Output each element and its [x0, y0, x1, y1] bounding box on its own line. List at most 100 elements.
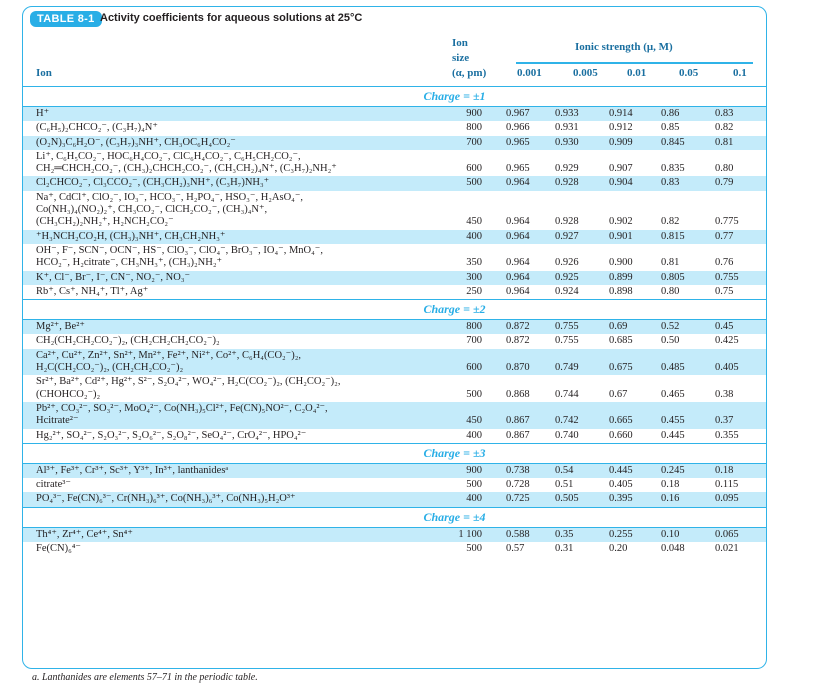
header-ion-size: Ion size (α, pm) [452, 36, 486, 81]
ion-line: K⁺, Cl⁻, Br⁻, I⁻, CN⁻, NO₂⁻, NO₃⁻ [36, 271, 191, 283]
activity-coefficient-cell: 0.964 [506, 271, 530, 283]
ion-line: Rb⁺, Cs⁺, NH₄⁺, Tl⁺, Ag⁺ [36, 285, 149, 297]
table-row: Na⁺, CdCl⁺, ClO₂⁻, IO₃⁻, HCO₃⁻, H₂PO₄⁻, … [23, 191, 766, 230]
ion-cell: citrate³⁻ [23, 479, 436, 491]
activity-coefficient-cell: 0.899 [609, 271, 633, 283]
ion-line: Co(NH₃)₄(NO₂)₂⁺, CH₃CO₂⁻, ClCH₂CO₂⁻, (CH… [36, 204, 268, 216]
ion-cell: CH₂(CH₂CH₂CO₂⁻)₂, (CH₂CH₂CH₂CO₂⁻)₂ [23, 335, 436, 347]
activity-coefficient-cell: 0.815 [661, 230, 685, 242]
activity-coefficient-cell: 0.902 [609, 216, 633, 228]
ion-line: (O₂N)₃C₆H₂O⁻, (C₃H₇)₃NH⁺, CH₃OC₆H₄CO₂⁻ [36, 136, 236, 148]
activity-coefficient-cell: 0.80 [715, 163, 734, 175]
header-ion-size-line: size [452, 52, 470, 64]
header-ion: Ion [36, 67, 52, 79]
activity-coefficient-cell: 0.115 [715, 479, 739, 491]
ion-cell: Al³⁺, Fe³⁺, Cr³⁺, Sc³⁺, Y³⁺, In³⁺, lanth… [23, 465, 436, 477]
ion-cell: PO₄³⁻, Fe(CN)₆³⁻, Cr(NH₃)₆³⁺, Co(NH₃)₆³⁺… [23, 493, 436, 505]
ion-size-cell: 1 100 [458, 528, 482, 540]
activity-coefficient-cell: 0.51 [555, 479, 574, 491]
ion-size-cell: 400 [466, 429, 482, 441]
charge-heading: Charge = ±4 [23, 506, 766, 528]
activity-coefficient-cell: 0.835 [661, 163, 685, 175]
ion-line: H⁺ [36, 108, 50, 119]
activity-coefficient-cell: 0.845 [661, 136, 685, 148]
activity-coefficient-cell: 0.900 [609, 257, 633, 269]
ion-line: Th⁴⁺, Zr⁴⁺, Ce⁴⁺, Sn⁴⁺ [36, 528, 133, 540]
table-row: Li⁺, C₆H₅CO₂⁻, HOC₆H₄CO₂⁻, ClC₆H₄CO₂⁻, C… [23, 150, 766, 177]
ion-size-cell: 450 [466, 415, 482, 427]
table-row: (O₂N)₃C₆H₂O⁻, (C₃H₇)₃NH⁺, CH₃OC₆H₄CO₂⁻ 70… [23, 135, 766, 150]
table-row: Rb⁺, Cs⁺, NH₄⁺, Tl⁺, Ag⁺ 250 0.964 0.924 0.8… [23, 285, 766, 299]
activity-coefficient-cell: 0.872 [506, 321, 530, 333]
header-divider [516, 62, 753, 64]
table-frame [22, 6, 767, 669]
ion-cell: Mg²⁺, Be²⁺ [23, 321, 436, 333]
activity-coefficient-cell: 0.77 [715, 230, 734, 242]
ion-cell: OH⁻, F⁻, SCN⁻, OCN⁻, HS⁻, ClO₃⁻, ClO₄⁻, … [23, 245, 436, 270]
activity-coefficient-cell: 0.75 [715, 285, 734, 297]
table-row: Fe(CN)₆⁴⁻ 500 0.57 0.31 0.20 0.048 0.021 [23, 542, 766, 556]
ion-line: Sr²⁺, Ba²⁺, Cd²⁺, Hg²⁺, S²⁻, S₂O₄²⁻, WO₄… [36, 376, 341, 388]
activity-coefficient-cell: 0.872 [506, 335, 530, 347]
activity-coefficient-cell: 0.909 [609, 136, 633, 148]
table-row: Cl₂CHCO₂⁻, Cl₃CCO₂⁻, (CH₃CH₂)₃NH⁺, (C₃H₇… [23, 176, 766, 191]
ion-size-cell: 500 [466, 177, 482, 189]
ion-line: (C₆H₅)₂CHCO₂⁻, (C₃H₇)₄N⁺ [36, 122, 158, 134]
activity-coefficient-cell: 0.675 [609, 362, 633, 374]
activity-coefficient-cell: 0.928 [555, 216, 579, 228]
header-ionic-strength: Ionic strength (μ, M) [575, 41, 673, 53]
ion-size-cell: 300 [466, 271, 482, 283]
ion-size-cell: 600 [466, 362, 482, 374]
ion-line: H₂C(CH₂CO₂⁻)₂, (CH₂CH₂CO₂⁻)₂ [36, 362, 184, 374]
ion-line: Mg²⁺, Be²⁺ [36, 321, 85, 333]
activity-coefficient-cell: 0.86 [661, 108, 680, 119]
table-row: Hg₂²⁺, SO₄²⁻, S₂O₃²⁻, S₂O₆²⁻, S₂O₈²⁻, Se… [23, 429, 766, 443]
activity-coefficient-cell: 0.665 [609, 415, 633, 427]
ion-line: Ca²⁺, Cu²⁺, Zn²⁺, Sn²⁺, Mn²⁺, Fe²⁺, Ni²⁺… [36, 349, 302, 361]
activity-coefficient-cell: 0.20 [609, 543, 628, 555]
header-strength-005: 0.05 [679, 67, 699, 79]
ion-size-cell: 900 [466, 108, 482, 119]
activity-coefficient-cell: 0.755 [555, 321, 579, 333]
table-row: Pb²⁺, CO₃²⁻, SO₃²⁻, MoO₄²⁻, Co(NH₃)₅Cl²⁺… [23, 401, 766, 429]
ion-line: OH⁻, F⁻, SCN⁻, OCN⁻, HS⁻, ClO₃⁻, ClO₄⁻, … [36, 244, 323, 256]
activity-coefficient-cell: 0.52 [661, 321, 680, 333]
activity-coefficient-cell: 0.927 [555, 230, 579, 242]
activity-coefficient-cell: 0.455 [661, 415, 685, 427]
ion-cell: H⁺ [23, 108, 436, 120]
ion-cell: (O₂N)₃C₆H₂O⁻, (C₃H₇)₃NH⁺, CH₃OC₆H₄CO₂⁻ [23, 137, 436, 149]
ion-size-cell: 700 [466, 136, 482, 148]
ion-size-cell: 800 [466, 321, 482, 333]
ion-cell: Hg₂²⁺, SO₄²⁻, S₂O₃²⁻, S₂O₆²⁻, S₂O₈²⁻, Se… [23, 430, 436, 442]
activity-coefficient-cell: 0.924 [555, 285, 579, 297]
activity-coefficient-cell: 0.931 [555, 122, 579, 134]
activity-coefficient-cell: 0.79 [715, 177, 734, 189]
activity-coefficient-cell: 0.966 [506, 122, 530, 134]
footnote: a. Lanthanides are elements 57–71 in the… [32, 672, 258, 683]
activity-coefficient-cell: 0.405 [609, 479, 633, 491]
activity-coefficient-cell: 0.54 [555, 464, 574, 476]
activity-coefficient-cell: 0.867 [506, 429, 530, 441]
ion-cell: Cl₂CHCO₂⁻, Cl₃CCO₂⁻, (CH₃CH₂)₃NH⁺, (C₃H₇… [23, 177, 436, 189]
activity-coefficient-cell: 0.929 [555, 163, 579, 175]
table-row: PO₄³⁻, Fe(CN)₆³⁻, Cr(NH₃)₆³⁺, Co(NH₃)₆³⁺… [23, 492, 766, 507]
activity-coefficient-cell: 0.964 [506, 257, 530, 269]
ion-line: ⁺H₃NCH₂CO₂H, (CH₃)₃NH⁺, CH₃CH₂NH₃⁺ [36, 230, 226, 242]
activity-coefficient-cell: 0.16 [661, 493, 680, 505]
table-row: citrate³⁻ 500 0.728 0.51 0.405 0.18 0.115 [23, 478, 766, 492]
activity-coefficient-cell: 0.685 [609, 335, 633, 347]
ion-cell: Sr²⁺, Ba²⁺, Cd²⁺, Hg²⁺, S²⁻, S₂O₄²⁻, WO₄… [23, 376, 436, 401]
activity-coefficient-cell: 0.907 [609, 163, 633, 175]
ion-line: (CHOHCO₂⁻)₂ [36, 388, 101, 400]
activity-coefficient-cell: 0.485 [661, 362, 685, 374]
ion-cell: Fe(CN)₆⁴⁻ [23, 543, 436, 555]
activity-coefficient-cell: 0.740 [555, 429, 579, 441]
ion-size-cell: 500 [466, 543, 482, 555]
ion-cell: Na⁺, CdCl⁺, ClO₂⁻, IO₃⁻, HCO₃⁻, H₂PO₄⁻, … [23, 192, 436, 229]
activity-coefficient-cell: 0.255 [609, 528, 633, 540]
activity-coefficient-cell: 0.82 [661, 216, 680, 228]
activity-coefficient-cell: 0.81 [715, 136, 734, 148]
ion-size-cell: 600 [466, 163, 482, 175]
activity-coefficient-cell: 0.10 [661, 528, 680, 540]
activity-coefficient-cell: 0.660 [609, 429, 633, 441]
